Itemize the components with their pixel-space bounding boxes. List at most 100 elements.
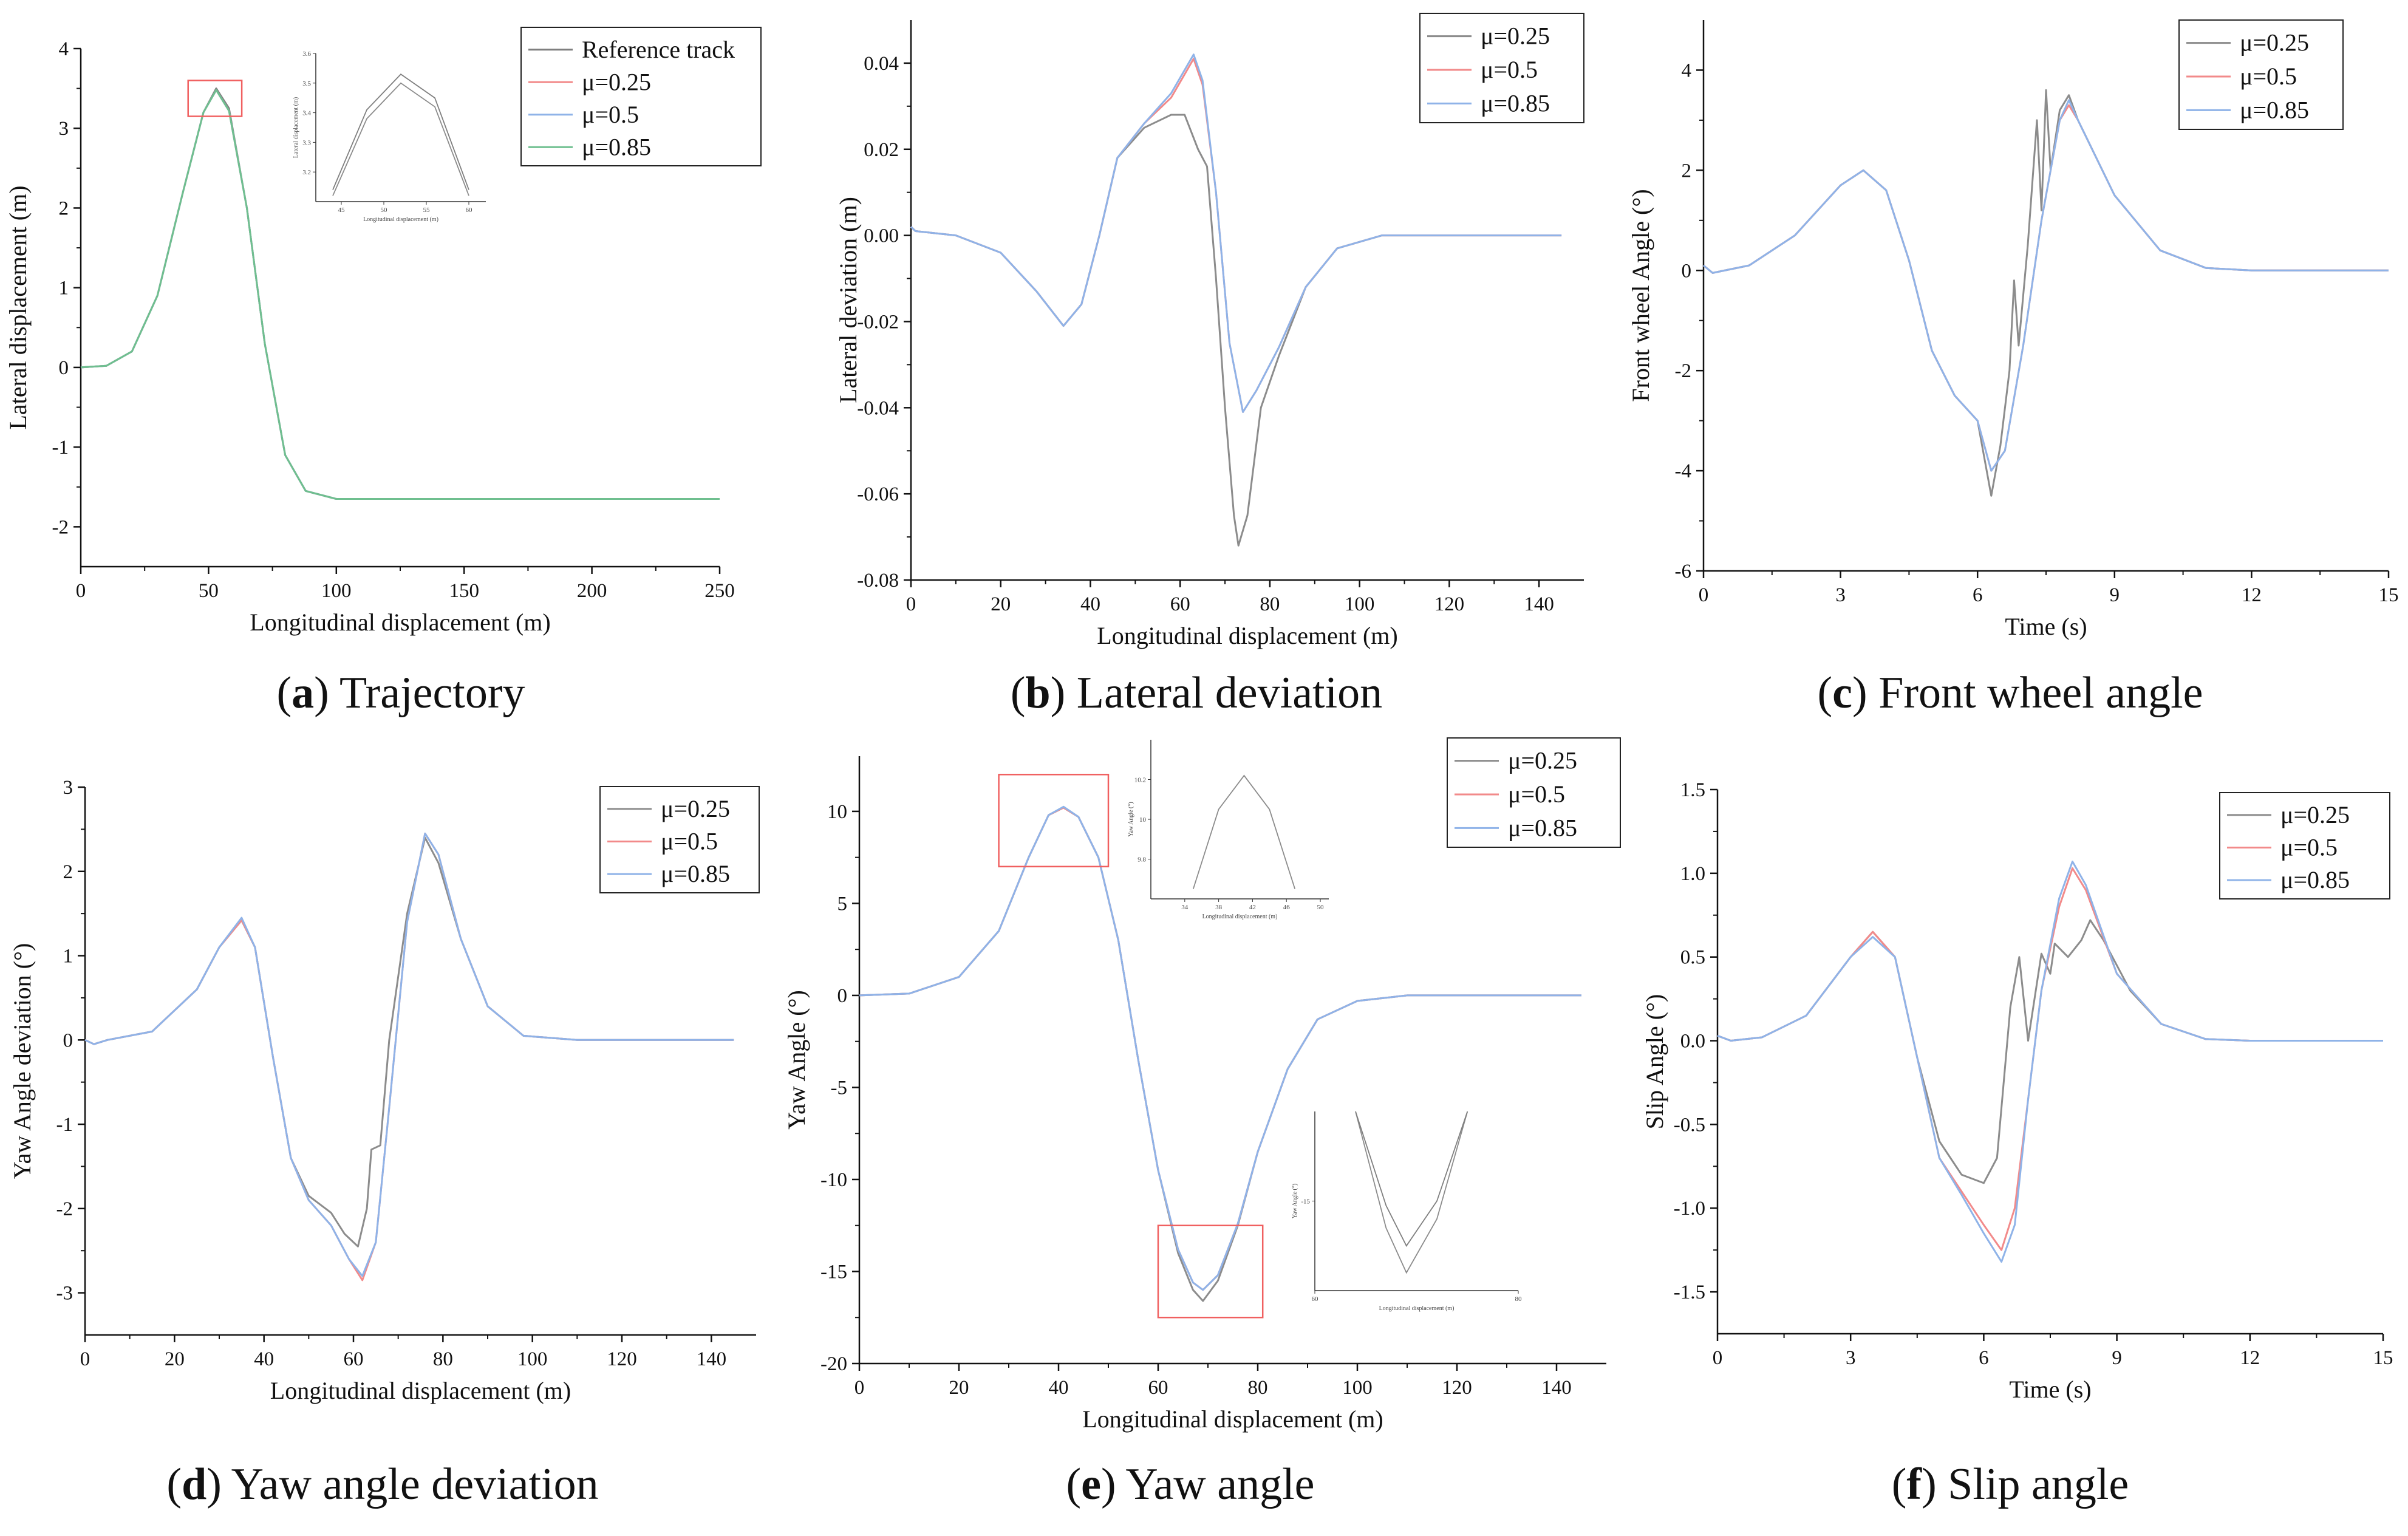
y-tick-label: 4 — [59, 38, 69, 60]
y-tick-label: -2 — [56, 1198, 73, 1220]
x-tick-label: 6 — [1979, 1347, 1989, 1369]
legend-box — [2178, 19, 2344, 130]
x-tick-label: 40 — [1080, 593, 1100, 615]
subfigure-caption: (c) Front wheel angle — [1818, 668, 2203, 718]
legend-label: μ=0.5 — [661, 828, 718, 855]
y-tick-label: -1 — [56, 1114, 73, 1136]
x-tick-label: 0 — [1699, 584, 1709, 606]
x-tick-label: 9 — [2112, 1347, 2122, 1369]
y-tick-label: -1 — [52, 437, 69, 459]
caption-text: Lateral deviation — [1065, 668, 1382, 718]
x-tick-label: 12 — [2240, 1347, 2260, 1369]
legend: Reference track μ=0.25 μ=0.5 μ=0.85 — [520, 27, 762, 166]
caption-paren-open: ( — [1011, 668, 1026, 718]
x-tick-label: 100 — [1345, 593, 1375, 615]
chart-d: 0 20 40 60 80 100 120 140 -3 -2 -1 0 1 2 3 Longitudinal… — [9, 777, 760, 1509]
x-axis-label: Time (s) — [2009, 1376, 2091, 1403]
legend-label: μ=0.85 — [2240, 96, 2309, 123]
x-axis-label: Longitudinal displacement (m) — [1097, 622, 1397, 649]
inset-series-line-2 — [1355, 1111, 1468, 1248]
y-tick-label: 1.0 — [1680, 863, 1705, 885]
x-tick-label: 200 — [577, 580, 607, 602]
inset-x-tick-label: 50 — [381, 207, 388, 214]
inset-series-line-1 — [1355, 1111, 1468, 1274]
subfigure-caption: (f) Slip angle — [1892, 1459, 2129, 1509]
legend-label: μ=0.5 — [1508, 780, 1565, 808]
x-tick-label: 60 — [1148, 1377, 1168, 1399]
inset-y-tick-label: -15 — [1301, 1198, 1310, 1206]
subfigure-caption: (e) Yaw angle — [1066, 1459, 1315, 1509]
y-tick-label: -0.06 — [857, 483, 899, 505]
inset-plot: 45 50 55 60 3.2 3.3 3.4 3.5 3.6 Longitudinal disp… — [293, 50, 486, 223]
inset-x-tick-label: 80 — [1515, 1295, 1523, 1303]
y-tick-label: 3 — [59, 118, 69, 140]
x-tick-label: 0 — [906, 593, 916, 615]
inset-y-tick-label: 10 — [1139, 816, 1147, 824]
legend-box — [1447, 737, 1621, 848]
caption-letter: f — [1906, 1459, 1922, 1509]
caption-paren-close: ) — [206, 1459, 222, 1509]
series-line-3 — [1703, 99, 2389, 472]
caption-letter: b — [1025, 668, 1050, 718]
subfigure-caption: (a) Trajectory — [276, 668, 525, 718]
inset-x-tick-label: 55 — [423, 207, 431, 214]
x-tick-label: 40 — [1049, 1377, 1069, 1399]
y-tick-label: 5 — [837, 893, 848, 915]
caption-letter: a — [292, 668, 314, 718]
chart-f: 0 3 6 9 12 15 -1.5 -1.0 -0.5 0.0 0.5 1.0 1.5 Time (s)… — [1641, 779, 2393, 1509]
y-tick-label: -2 — [1675, 360, 1692, 382]
y-tick-label: 0.02 — [864, 139, 899, 161]
y-tick-label: 0.0 — [1680, 1031, 1705, 1053]
inset-series-line-2 — [332, 73, 469, 190]
x-tick-label: 3 — [1835, 584, 1846, 606]
inset-y-label: Yaw Angle (°) — [1292, 1184, 1298, 1218]
x-tick-label: 80 — [433, 1348, 453, 1370]
inset-series-line-1 — [332, 82, 469, 196]
caption-paren-close: ) — [1051, 668, 1066, 718]
x-tick-label: 0 — [80, 1348, 90, 1370]
y-tick-label: 2 — [1682, 160, 1692, 182]
y-tick-label: 0 — [63, 1029, 73, 1051]
y-tick-label: -0.04 — [857, 397, 899, 419]
y-tick-label: -0.08 — [857, 570, 899, 592]
y-tick-label: 0 — [1682, 260, 1692, 282]
y-tick-label: 10 — [827, 801, 847, 823]
x-axis-label: Longitudinal displacement (m) — [270, 1377, 571, 1404]
y-tick-label: -20 — [820, 1353, 847, 1375]
x-tick-label: 0 — [1713, 1347, 1723, 1369]
caption-paren-close: ) — [314, 668, 329, 718]
series-line-3 — [1717, 861, 2383, 1263]
inset-y-tick-label: 3.3 — [302, 139, 311, 146]
inset-y-tick-label: 3.4 — [302, 110, 311, 117]
caption-paren-open: ( — [1818, 668, 1833, 718]
series-line-2 — [859, 807, 1581, 1291]
x-tick-label: 40 — [254, 1348, 274, 1370]
inset-x-label: Longitudinal displacement (m) — [1379, 1305, 1455, 1312]
inset-x-tick-label: 42 — [1249, 904, 1256, 911]
x-tick-label: 6 — [1973, 584, 1983, 606]
y-tick-label: -15 — [820, 1261, 847, 1283]
x-tick-label: 15 — [2373, 1347, 2393, 1369]
x-tick-label: 20 — [991, 593, 1011, 615]
x-tick-label: 100 — [321, 580, 352, 602]
y-tick-label: 1 — [59, 278, 69, 299]
zoom-box — [187, 80, 243, 117]
caption-letter: e — [1081, 1459, 1101, 1509]
y-tick-label: 0.5 — [1680, 947, 1705, 969]
inset-x-tick-label: 60 — [1312, 1295, 1319, 1303]
legend-label: μ=0.5 — [1481, 56, 1538, 83]
inset-x-tick-label: 60 — [466, 207, 473, 214]
x-tick-label: 100 — [517, 1348, 548, 1370]
x-axis-label: Time (s) — [2005, 613, 2087, 640]
series-line-1 — [84, 836, 734, 1248]
x-tick-label: 20 — [165, 1348, 185, 1370]
y-tick-label: 1.5 — [1680, 779, 1705, 801]
y-tick-label: 0.00 — [864, 225, 899, 247]
x-tick-label: 140 — [1524, 593, 1554, 615]
y-tick-label: -1.0 — [1674, 1198, 1705, 1220]
inset-series-line-1 — [1192, 774, 1296, 889]
caption-paren-open: ( — [1066, 1459, 1082, 1509]
y-tick-label: 2 — [63, 861, 73, 883]
legend-label: μ=0.5 — [2280, 834, 2338, 861]
y-tick-label: 0.04 — [864, 53, 899, 75]
